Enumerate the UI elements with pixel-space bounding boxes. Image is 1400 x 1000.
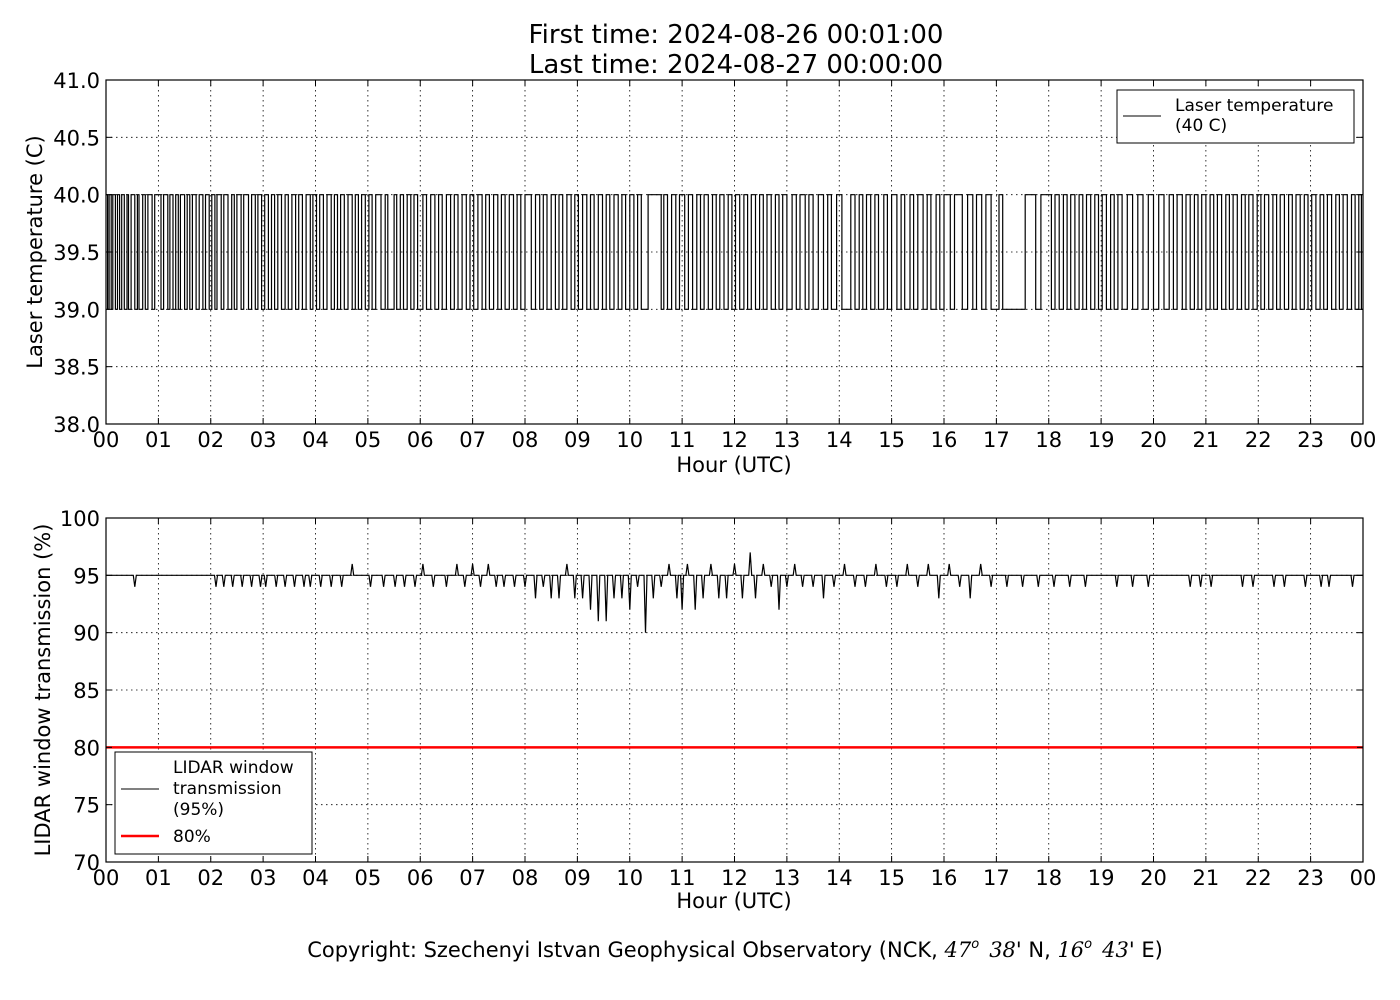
lidar-x-ticks: 00 01 02 03 04 05 06 07 08 09 10 11 12 13 14 15 16 17 18 19… — [93, 518, 1377, 890]
lidar-x-tick-label: 01 — [145, 866, 172, 890]
laser-x-tick-label: 23 — [1297, 428, 1324, 452]
lidar-transmission-series — [106, 552, 1363, 633]
lidar-x-axis-label: Hour (UTC) — [676, 889, 791, 913]
laser-x-tick-label: 02 — [197, 428, 224, 452]
laser-x-tick-label: 17 — [983, 428, 1010, 452]
lidar-x-tick-label: 23 — [1297, 866, 1324, 890]
latitude-degree-mark: o — [971, 937, 979, 952]
lidar-x-tick-label: 05 — [355, 866, 382, 890]
lidar-x-tick-label: 07 — [459, 866, 486, 890]
laser-legend: Laser temperature (40 C) — [1116, 89, 1355, 144]
title-last-time: Last time: 2024-08-27 00:00:00 — [529, 50, 943, 80]
longitude-minutes: 43 — [1101, 938, 1129, 962]
lidar-legend-label-line1: LIDAR window — [173, 758, 294, 778]
lidar-x-tick-label: 18 — [1035, 866, 1062, 890]
lidar-x-tick-label: 12 — [721, 866, 748, 890]
lidar-y-tick-label: 80 — [73, 736, 100, 760]
lidar-y-tick-label: 100 — [60, 507, 100, 531]
laser-x-tick-label: 06 — [407, 428, 434, 452]
laser-x-tick-label: 22 — [1245, 428, 1272, 452]
laser-x-tick-label: 18 — [1035, 428, 1062, 452]
laser-x-tick-label: 05 — [355, 428, 382, 452]
laser-x-tick-label: 15 — [878, 428, 905, 452]
lidar-x-tick-label: 22 — [1245, 866, 1272, 890]
laser-y-tick-label: 39.0 — [53, 298, 100, 322]
laser-x-tick-label: 07 — [459, 428, 486, 452]
lidar-x-tick-label: 19 — [1088, 866, 1115, 890]
lidar-y-tick-label: 70 — [73, 851, 100, 875]
laser-x-tick-label: 11 — [669, 428, 696, 452]
laser-x-axis-label: Hour (UTC) — [676, 453, 791, 477]
latitude-suffix: ' N, — [1016, 938, 1058, 962]
lidar-x-tick-label: 08 — [512, 866, 539, 890]
lidar-y-ticks: 70 75 80 85 90 95 100 — [60, 507, 1363, 875]
lidar-y-tick-label: 85 — [73, 679, 100, 703]
lidar-x-tick-label: 20 — [1140, 866, 1167, 890]
title-first-time: First time: 2024-08-26 00:01:00 — [529, 20, 944, 50]
lidar-y-tick-label: 95 — [73, 564, 100, 588]
longitude-degrees: 16 — [1057, 938, 1084, 962]
lidar-x-tick-label: 09 — [564, 866, 591, 890]
lidar-x-tick-label: 00 — [93, 866, 120, 890]
lidar-x-tick-label: 14 — [826, 866, 853, 890]
lidar-y-tick-label: 90 — [73, 622, 100, 646]
laser-x-tick-label: 00 — [1350, 428, 1377, 452]
copyright-prefix: Copyright: Szechenyi Istvan Geophysical … — [307, 938, 944, 962]
laser-x-tick-label: 03 — [250, 428, 277, 452]
laser-y-tick-label: 41.0 — [53, 69, 100, 93]
lidar-x-tick-label: 21 — [1193, 866, 1220, 890]
laser-temperature-plot: 00 01 02 03 04 05 06 07 08 09 10 11 12 13 14 15 16 17 18 19… — [23, 69, 1376, 477]
lidar-legend: LIDAR window transmission (95%) 80% — [114, 751, 313, 855]
lidar-x-tick-label: 16 — [931, 866, 958, 890]
lidar-x-tick-label: 13 — [774, 866, 801, 890]
laser-y-tick-label: 38.5 — [53, 356, 100, 380]
lidar-x-tick-label: 15 — [878, 866, 905, 890]
threshold-legend-label: 80% — [173, 827, 211, 847]
laser-x-tick-label: 14 — [826, 428, 853, 452]
laser-legend-label-line1: Laser temperature — [1175, 96, 1333, 116]
laser-x-tick-label: 00 — [93, 428, 120, 452]
laser-x-tick-label: 10 — [616, 428, 643, 452]
laser-legend-label-line2: (40 C) — [1175, 116, 1227, 136]
laser-temperature-series — [106, 194, 1363, 310]
laser-x-tick-label: 20 — [1140, 428, 1167, 452]
lidar-y-axis-label: LIDAR window transmission (%) — [31, 524, 55, 857]
laser-y-axis-label: Laser temperature (C) — [23, 135, 47, 368]
lidar-y-tick-label: 75 — [73, 794, 100, 818]
laser-x-tick-label: 01 — [145, 428, 172, 452]
lidar-transmission-plot: 00 01 02 03 04 05 06 07 08 09 10 11 12 13 14 15 16 17 18 19… — [31, 507, 1376, 913]
laser-x-tick-label: 19 — [1088, 428, 1115, 452]
lidar-x-tick-label: 04 — [302, 866, 329, 890]
latitude-degrees: 47 — [943, 938, 971, 962]
laser-y-ticks: 38.0 38.5 39.0 39.5 40.0 40.5 41.0 — [53, 69, 1363, 437]
laser-y-tick-label: 39.5 — [53, 241, 100, 265]
lidar-x-tick-label: 00 — [1350, 866, 1377, 890]
laser-temperature-line — [106, 194, 1363, 310]
copyright-footer: Copyright: Szechenyi Istvan Geophysical … — [307, 937, 1163, 962]
laser-x-tick-label: 13 — [774, 428, 801, 452]
laser-y-tick-label: 40.0 — [53, 184, 100, 208]
lidar-x-tick-label: 17 — [983, 866, 1010, 890]
laser-x-tick-label: 16 — [931, 428, 958, 452]
longitude-suffix: ' E) — [1129, 938, 1163, 962]
laser-x-tick-label: 08 — [512, 428, 539, 452]
lidar-transmission-line — [106, 552, 1363, 633]
laser-y-tick-label: 38.0 — [53, 413, 100, 437]
lidar-x-tick-label: 10 — [616, 866, 643, 890]
lidar-x-tick-label: 11 — [669, 866, 696, 890]
lidar-x-tick-label: 02 — [197, 866, 224, 890]
lidar-legend-label-line2: transmission — [173, 779, 282, 799]
laser-x-tick-label: 21 — [1193, 428, 1220, 452]
laser-x-tick-label: 09 — [564, 428, 591, 452]
lidar-x-tick-label: 03 — [250, 866, 277, 890]
laser-y-tick-label: 40.5 — [53, 126, 100, 150]
laser-x-ticks: 00 01 02 03 04 05 06 07 08 09 10 11 12 13 14 15 16 17 18 19… — [93, 80, 1377, 452]
latitude-minutes: 38 — [989, 938, 1016, 962]
lidar-x-tick-label: 06 — [407, 866, 434, 890]
longitude-degree-mark: o — [1084, 937, 1092, 952]
laser-x-tick-label: 04 — [302, 428, 329, 452]
lidar-legend-label-line3: (95%) — [173, 800, 224, 820]
laser-x-tick-label: 12 — [721, 428, 748, 452]
